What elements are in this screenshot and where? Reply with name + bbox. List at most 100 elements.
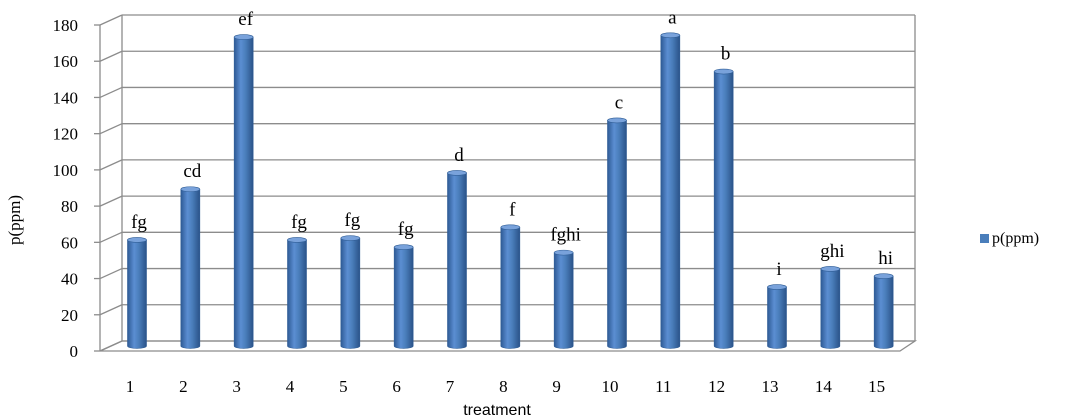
- x-tick-label: 5: [339, 377, 348, 396]
- x-tick-label: 15: [868, 377, 885, 396]
- x-tick-label: 7: [446, 377, 455, 396]
- y-tick-label: 0: [70, 342, 79, 361]
- bar-top: [180, 186, 201, 193]
- x-tick-label: 3: [232, 377, 241, 396]
- legend-swatch: [980, 234, 989, 243]
- bar-body: [553, 252, 574, 349]
- bar: [127, 237, 147, 349]
- data-label: hi: [878, 248, 893, 269]
- y-tick-label: 80: [61, 197, 78, 216]
- bar-body: [180, 188, 201, 349]
- bar: [820, 266, 841, 349]
- x-tick-label: 11: [655, 377, 671, 396]
- bar-body: [873, 275, 894, 349]
- bar: [447, 170, 467, 349]
- bar: [660, 32, 681, 349]
- data-label: ef: [238, 9, 253, 30]
- gridline-side: [99, 123, 123, 135]
- bar-top: [233, 34, 254, 40]
- bar-body: [660, 35, 681, 349]
- gridline-side: [99, 86, 123, 99]
- data-label: fg: [398, 219, 414, 240]
- gridline-side: [99, 267, 123, 280]
- data-label: c: [615, 92, 623, 113]
- data-label: fghi: [550, 225, 581, 246]
- bar-body: [447, 172, 467, 349]
- bar-top: [820, 266, 841, 272]
- bar-body: [820, 268, 841, 349]
- bars: [127, 32, 894, 349]
- x-tick-label: 9: [552, 377, 561, 396]
- bar-top: [393, 244, 414, 250]
- x-tick-label: 12: [708, 377, 725, 396]
- x-axis-title: treatment: [463, 402, 531, 419]
- data-label: a: [668, 7, 677, 28]
- bar: [873, 273, 894, 349]
- y-tick-label: 60: [61, 233, 78, 252]
- data-labels: fg cd ef fg fg fg d f fghi c a b i ghi hi: [131, 7, 893, 280]
- x-tick-label: 14: [815, 377, 833, 396]
- y-tick-label: 100: [53, 161, 79, 180]
- x-tick-label: 2: [179, 377, 188, 396]
- y-tick-label: 140: [53, 88, 79, 107]
- bar-top: [767, 284, 787, 290]
- bar-body: [393, 246, 414, 349]
- bar-top: [873, 273, 894, 279]
- data-label: fg: [131, 212, 147, 233]
- bar-top: [500, 224, 521, 231]
- y-tick-label: 120: [53, 125, 79, 144]
- y-tick-label: 180: [53, 16, 79, 35]
- bar-body: [713, 71, 734, 349]
- data-label: i: [776, 259, 781, 280]
- gridline-side: [99, 50, 123, 62]
- bar-body: [340, 237, 361, 349]
- data-label: b: [721, 44, 731, 65]
- x-tick-label: 8: [499, 377, 508, 396]
- bar-top: [607, 117, 627, 124]
- bar: [607, 117, 627, 349]
- legend-label: p(ppm): [992, 230, 1039, 247]
- x-tick-label: 6: [392, 377, 401, 396]
- data-label: f: [509, 199, 516, 220]
- gridline-side: [99, 304, 123, 316]
- data-label: fg: [344, 210, 360, 231]
- x-tick-label: 1: [126, 377, 135, 396]
- data-label: ghi: [820, 241, 844, 262]
- gridline-side: [99, 231, 123, 243]
- bar-body: [127, 239, 147, 349]
- data-label: cd: [183, 161, 201, 182]
- bar-body: [500, 226, 521, 349]
- bar: [767, 284, 787, 349]
- y-axis-title: p(ppm): [5, 195, 24, 245]
- bar-body: [767, 286, 787, 349]
- data-label: fg: [291, 212, 307, 233]
- bar: [393, 244, 414, 349]
- bar-top: [713, 68, 734, 75]
- y-tick-label: 160: [53, 52, 79, 71]
- bar: [180, 186, 201, 349]
- bar-top: [447, 170, 467, 176]
- bar-top: [340, 235, 361, 241]
- bar-body: [287, 239, 307, 349]
- bar: [553, 249, 574, 349]
- bar-top: [660, 32, 681, 39]
- x-tick-label: 13: [762, 377, 779, 396]
- bar-top: [127, 237, 147, 243]
- floor: [99, 340, 918, 352]
- bar-body: [233, 36, 254, 349]
- bar-body: [607, 120, 627, 349]
- bar-top: [287, 237, 307, 243]
- x-tick-label: 4: [286, 377, 295, 396]
- gridline-side: [99, 159, 123, 171]
- bar: [233, 34, 254, 349]
- bar: [713, 68, 734, 349]
- data-label: d: [454, 145, 464, 166]
- bar: [340, 235, 361, 349]
- bar: [287, 237, 307, 349]
- gridline-side: [99, 195, 123, 207]
- y-tick-label: 40: [61, 270, 78, 289]
- legend: p(ppm): [980, 230, 1039, 247]
- gridline-side: [99, 14, 123, 26]
